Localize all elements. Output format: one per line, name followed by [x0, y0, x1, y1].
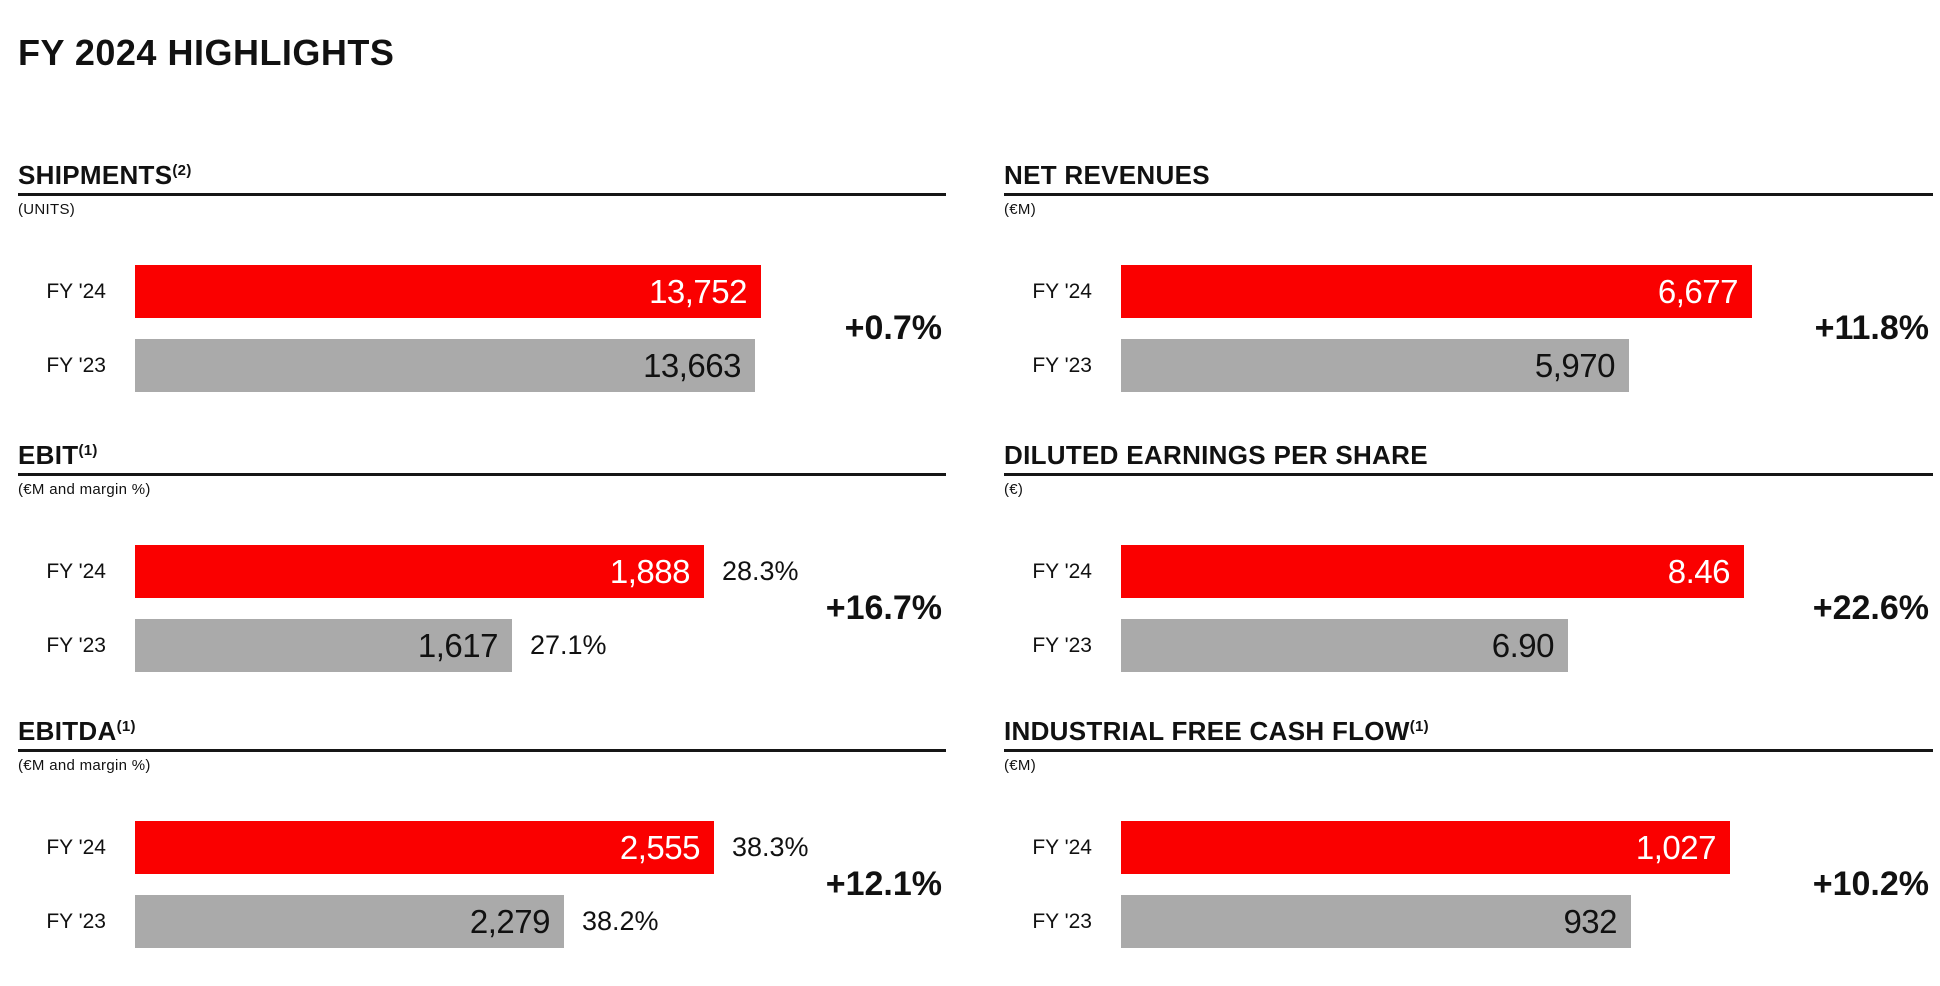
section-title-text: DILUTED EARNINGS PER SHARE	[1004, 440, 1428, 470]
category-label-fy23: FY '23	[1032, 634, 1092, 657]
value-bar-fy24: 1,027	[1121, 821, 1730, 874]
section-divider	[18, 749, 946, 752]
section-subtitle: (UNITS)	[18, 201, 76, 218]
value-bar-fy24: 2,555	[135, 821, 714, 874]
panel-net-revenues: NET REVENUES (€M) FY '24 6,677 FY '23 5,…	[1004, 160, 1933, 400]
category-label-fy23: FY '23	[46, 910, 106, 933]
value-bar-fy24: 1,888	[135, 545, 704, 598]
bar-value-label: 5,970	[1534, 346, 1616, 384]
bar-row-fy23: FY '23 932	[1004, 895, 1933, 948]
category-label-fy23: FY '23	[1032, 910, 1092, 933]
category-label-fy24: FY '24	[46, 280, 106, 303]
panel-shipments: SHIPMENTS(2) (UNITS) FY '24 13,752 FY '2…	[18, 160, 946, 400]
category-label-fy24: FY '24	[1032, 560, 1092, 583]
bar-row-fy24: FY '24 2,555 38.3%	[18, 821, 946, 874]
panel-industrial-free-cash-flow: INDUSTRIAL FREE CASH FLOW(1) (€M) FY '24…	[1004, 716, 1933, 956]
bar-value-label: 2,279	[469, 902, 551, 940]
section-subtitle: (€M)	[1004, 757, 1037, 774]
margin-percent-label: 38.2%	[582, 906, 659, 936]
section-divider	[1004, 193, 1933, 196]
margin-percent-label: 27.1%	[530, 630, 607, 660]
value-bar-fy23: 13,663	[135, 339, 755, 392]
margin-percent-label: 28.3%	[722, 556, 799, 586]
section-title-footnote: (2)	[172, 162, 192, 179]
page-title: FY 2024 HIGHLIGHTS	[18, 32, 395, 74]
bar-row-fy24: FY '24 13,752	[18, 265, 946, 318]
category-label-fy24: FY '24	[46, 836, 106, 859]
panel-ebit: EBIT(1) (€M and margin %) FY '24 1,888 2…	[18, 440, 946, 680]
category-label-fy24: FY '24	[1032, 836, 1092, 859]
value-bar-fy24: 8.46	[1121, 545, 1744, 598]
category-label-fy23: FY '23	[46, 634, 106, 657]
bar-row-fy23: FY '23 13,663	[18, 339, 946, 392]
section-title: DILUTED EARNINGS PER SHARE	[1004, 440, 1428, 471]
delta-percent-label: +10.2%	[1812, 865, 1929, 903]
delta-percent-label: +12.1%	[825, 865, 942, 903]
section-title-footnote: (1)	[116, 718, 136, 735]
delta-percent-label: +11.8%	[1814, 309, 1929, 347]
section-title-text: EBIT	[18, 440, 79, 470]
value-bar-fy23: 1,617	[135, 619, 512, 672]
category-label-fy24: FY '24	[46, 560, 106, 583]
value-bar-fy24: 6,677	[1121, 265, 1752, 318]
bar-value-label: 13,663	[643, 346, 741, 384]
bar-value-label: 1,888	[609, 552, 691, 590]
margin-percent-label: 38.3%	[732, 832, 809, 862]
bar-row-fy24: FY '24 1,888 28.3%	[18, 545, 946, 598]
bar-row-fy23: FY '23 5,970	[1004, 339, 1933, 392]
section-title: EBIT(1)	[18, 440, 98, 471]
value-bar-fy24: 13,752	[135, 265, 761, 318]
panel-diluted-eps: DILUTED EARNINGS PER SHARE (€) FY '24 8.…	[1004, 440, 1933, 680]
bar-value-label: 6.90	[1491, 626, 1555, 664]
delta-percent-label: +16.7%	[825, 589, 942, 627]
value-bar-fy23: 6.90	[1121, 619, 1568, 672]
category-label-fy23: FY '23	[1032, 354, 1092, 377]
bar-value-label: 1,617	[417, 626, 499, 664]
section-divider	[18, 193, 946, 196]
section-subtitle: (€M)	[1004, 201, 1037, 218]
section-divider	[1004, 749, 1933, 752]
value-bar-fy23: 2,279	[135, 895, 564, 948]
bar-row-fy23: FY '23 1,617 27.1%	[18, 619, 946, 672]
section-title-footnote: (1)	[1409, 718, 1429, 735]
section-title-text: NET REVENUES	[1004, 160, 1210, 190]
section-subtitle: (€M and margin %)	[18, 481, 151, 498]
section-title: INDUSTRIAL FREE CASH FLOW(1)	[1004, 716, 1429, 747]
bar-value-label: 6,677	[1657, 272, 1739, 310]
panel-ebitda: EBITDA(1) (€M and margin %) FY '24 2,555…	[18, 716, 946, 956]
delta-percent-label: +22.6%	[1812, 589, 1929, 627]
section-title: NET REVENUES	[1004, 160, 1210, 191]
section-title-text: EBITDA	[18, 716, 117, 746]
section-divider	[1004, 473, 1933, 476]
value-bar-fy23: 5,970	[1121, 339, 1629, 392]
bar-row-fy24: FY '24 8.46	[1004, 545, 1933, 598]
delta-percent-label: +0.7%	[844, 309, 942, 347]
section-title-text: INDUSTRIAL FREE CASH FLOW	[1004, 716, 1410, 746]
section-title-text: SHIPMENTS	[18, 160, 173, 190]
section-divider	[18, 473, 946, 476]
bar-row-fy23: FY '23 6.90	[1004, 619, 1933, 672]
bar-row-fy23: FY '23 2,279 38.2%	[18, 895, 946, 948]
bar-value-label: 1,027	[1635, 828, 1717, 866]
section-title: SHIPMENTS(2)	[18, 160, 192, 191]
section-title-footnote: (1)	[78, 442, 98, 459]
bar-row-fy24: FY '24 6,677	[1004, 265, 1933, 318]
category-label-fy23: FY '23	[46, 354, 106, 377]
value-bar-fy23: 932	[1121, 895, 1631, 948]
section-title: EBITDA(1)	[18, 716, 136, 747]
bar-value-label: 8.46	[1667, 552, 1731, 590]
section-subtitle: (€)	[1004, 481, 1024, 498]
section-subtitle: (€M and margin %)	[18, 757, 151, 774]
bar-value-label: 932	[1563, 902, 1617, 940]
category-label-fy24: FY '24	[1032, 280, 1092, 303]
bar-value-label: 13,752	[649, 272, 747, 310]
bar-value-label: 2,555	[619, 828, 701, 866]
bar-row-fy24: FY '24 1,027	[1004, 821, 1933, 874]
